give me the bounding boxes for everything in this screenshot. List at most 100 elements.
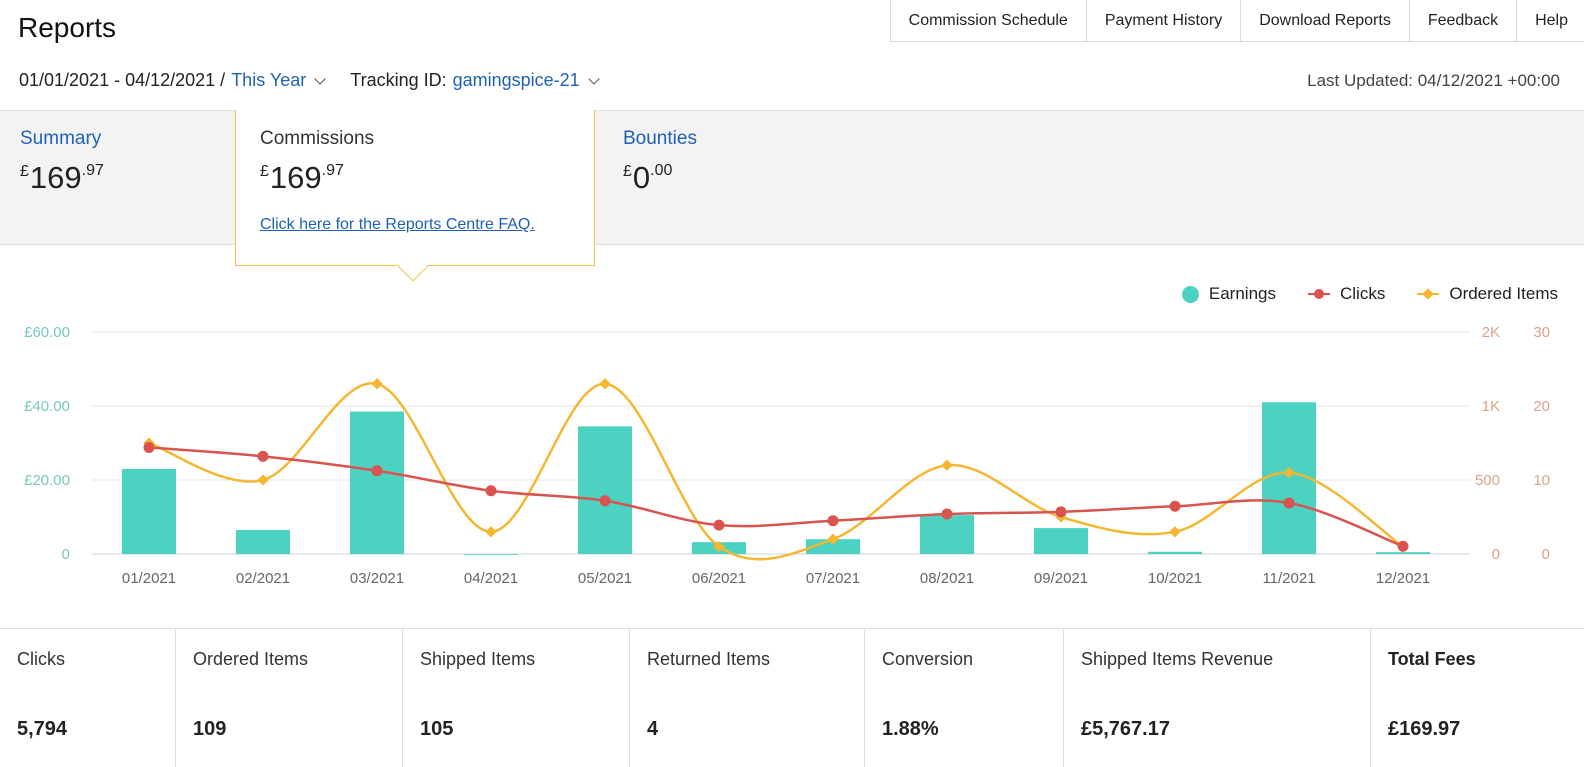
- commissions-amount: £169.97: [260, 160, 594, 196]
- ordered-items-point: [1169, 526, 1181, 538]
- legend-ordered-items[interactable]: Ordered Items: [1417, 284, 1558, 304]
- y-right-tick-label: 500: [1475, 472, 1500, 489]
- stat-value: 1.88%: [882, 718, 939, 740]
- legend-earnings[interactable]: Earnings: [1181, 284, 1276, 304]
- earnings-bar: [1376, 552, 1430, 554]
- ordered-items-line-icon: [1417, 293, 1440, 295]
- download-reports-link[interactable]: Download Reports: [1241, 0, 1410, 41]
- stat-value: 109: [193, 718, 227, 740]
- y-right2-tick-label: 30: [1533, 324, 1550, 341]
- stat-value: £169.97: [1388, 718, 1461, 740]
- earnings-bar: [350, 411, 404, 554]
- summary-tab-label[interactable]: Summary: [20, 128, 102, 149]
- earnings-chart: £60.00 2K 30 £40.00 1K 20 £20.00 500 10 0 0 0 01/202…: [24, 324, 1550, 587]
- stat-conversion: Conversion 1.88%: [865, 629, 1064, 767]
- earnings-bar: [1034, 528, 1088, 554]
- earnings-bar: [464, 554, 518, 555]
- earnings-dot-icon: [1181, 285, 1199, 303]
- x-tick-label: 10/2021: [1148, 570, 1202, 587]
- summary-tile[interactable]: Summary £169.97: [20, 111, 104, 246]
- amount-fraction: .97: [81, 162, 104, 179]
- ordered-items-point: [257, 474, 269, 486]
- clicks-point: [827, 515, 839, 527]
- clicks-point: [1169, 500, 1181, 512]
- stat-label: Total Fees: [1388, 649, 1476, 669]
- legend-label: Ordered Items: [1449, 284, 1558, 303]
- y-right-tick-label: 0: [1492, 546, 1500, 563]
- stat-clicks: Clicks 5,794: [0, 629, 176, 767]
- selected-tab-pointer: [397, 250, 429, 282]
- stat-value: 5,794: [17, 718, 68, 740]
- chart-legend: Earnings Clicks Ordered Items: [1150, 284, 1558, 304]
- earnings-bar: [920, 515, 974, 554]
- chevron-down-icon[interactable]: [314, 72, 326, 85]
- x-tick-label: 08/2021: [920, 570, 974, 587]
- clicks-point: [1055, 506, 1067, 518]
- stat-label: Conversion: [882, 649, 974, 669]
- stats-row: Clicks 5,794 Ordered Items 109 Shipped I…: [0, 628, 1584, 767]
- x-tick-label: 01/2021: [122, 570, 176, 587]
- ordered-items-point: [485, 526, 497, 538]
- legend-clicks[interactable]: Clicks: [1308, 284, 1385, 304]
- clicks-point: [371, 465, 383, 477]
- stat-returned-items: Returned Items 4: [630, 629, 865, 767]
- x-tick-label: 06/2021: [692, 570, 746, 587]
- ordered-items-point: [1283, 466, 1295, 479]
- stat-label: Ordered Items: [193, 649, 309, 669]
- bounties-tile[interactable]: Bounties £0.00: [623, 111, 697, 246]
- amount-whole: 169: [29, 160, 82, 195]
- y-left-tick-label: 0: [62, 546, 70, 563]
- help-link[interactable]: Help: [1535, 11, 1568, 29]
- stat-label: Clicks: [17, 649, 65, 669]
- commissions-tile[interactable]: Commissions £169.97 Click here for the R…: [235, 110, 595, 282]
- currency-symbol: £: [20, 163, 29, 180]
- y-left-tick-label: £40.00: [24, 398, 70, 415]
- stat-shipped-items: Shipped Items 105: [403, 629, 630, 767]
- legend-label: Earnings: [1208, 284, 1276, 303]
- stat-value: 105: [420, 718, 454, 740]
- currency-symbol: £: [623, 163, 632, 180]
- earnings-bar: [1148, 551, 1202, 554]
- y-right2-tick-label: 20: [1533, 398, 1550, 415]
- stat-ordered-items: Ordered Items 109: [176, 629, 403, 767]
- x-tick-label: 07/2021: [806, 570, 860, 587]
- ordered-items-line: [148, 382, 1404, 561]
- chevron-down-icon[interactable]: [588, 72, 600, 85]
- x-tick-label: 11/2021: [1262, 570, 1315, 587]
- commissions-tab-label[interactable]: Commissions: [260, 128, 375, 149]
- ordered-items-point: [713, 540, 725, 553]
- y-right2-tick-label: 10: [1533, 472, 1550, 489]
- x-tick-label: 12/2021: [1376, 570, 1430, 587]
- commission-schedule-link[interactable]: Commission Schedule: [891, 0, 1087, 41]
- tracking-id-label: Tracking ID:: [350, 70, 447, 90]
- stat-shipped-items-revenue: Shipped Items Revenue £5,767.17: [1064, 629, 1371, 767]
- clicks-point: [485, 485, 497, 497]
- stat-value: £5,767.17: [1081, 718, 1170, 740]
- clicks-point: [599, 495, 611, 507]
- stat-label: Shipped Items: [420, 649, 536, 669]
- x-tick-label: 02/2021: [236, 570, 290, 587]
- y-right2-tick-label: 0: [1542, 546, 1550, 563]
- clicks-point: [1283, 497, 1295, 509]
- tracking-id-dropdown[interactable]: gamingspice-21: [452, 70, 580, 90]
- clicks-point: [713, 519, 725, 531]
- amount-whole: 0: [632, 160, 651, 195]
- report-filters: 01/01/2021 - 04/12/2021 / This Year Trac…: [19, 70, 624, 91]
- reports-faq-link[interactable]: Click here for the Reports Centre FAQ.: [260, 216, 535, 233]
- feedback-link[interactable]: Feedback: [1410, 0, 1518, 41]
- x-tick-label: 09/2021: [1034, 570, 1088, 587]
- clicks-point: [941, 508, 953, 520]
- stat-value: 4: [647, 718, 659, 740]
- period-dropdown[interactable]: This Year: [231, 70, 307, 90]
- clicks-line-icon: [1308, 289, 1330, 299]
- amount-fraction: .00: [650, 162, 673, 179]
- y-left-tick-label: £20.00: [24, 472, 70, 489]
- page-title: Reports: [18, 12, 117, 43]
- bounties-tab-label[interactable]: Bounties: [623, 128, 697, 149]
- report-header: Reports Commission Schedule Payment Hist…: [0, 0, 1584, 112]
- ordered-items-point: [941, 459, 953, 471]
- payment-history-link[interactable]: Payment History: [1087, 0, 1242, 41]
- amount-whole: 169: [269, 160, 322, 195]
- ordered-items-point: [599, 378, 611, 390]
- clicks-point: [257, 450, 269, 462]
